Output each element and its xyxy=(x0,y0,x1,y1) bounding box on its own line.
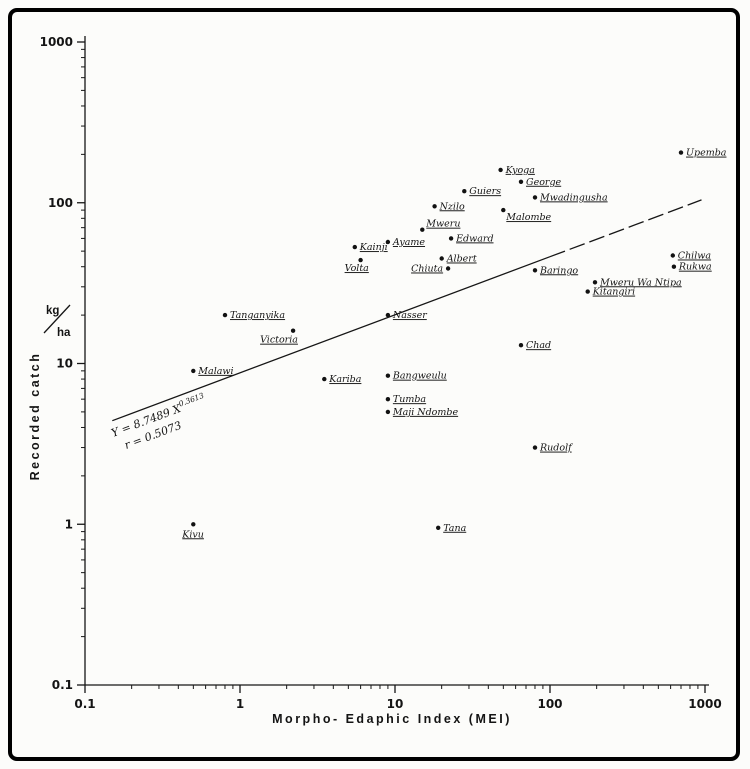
y-tick-label: 0.1 xyxy=(52,678,73,692)
point-label-upemba: Upemba xyxy=(686,148,727,159)
point-label-kyoga: Kyoga xyxy=(505,165,536,176)
data-point-george xyxy=(518,179,524,184)
point-label-mwadingusha: Mwadingusha xyxy=(539,192,608,203)
y-tick-label: 10 xyxy=(56,357,73,371)
x-axis-title: Morpho- Edaphic Index (MEI) xyxy=(272,712,512,726)
point-label-malawi: Malawi xyxy=(197,366,233,377)
data-point-kyoga xyxy=(498,167,503,173)
data-point-tana xyxy=(436,525,441,530)
point-label-ayame: Ayame xyxy=(392,237,426,248)
point-label-rukwa: Rukwa xyxy=(678,262,712,273)
point-label-tumba: Tumba xyxy=(393,394,427,405)
unit-fraction-slash xyxy=(43,304,71,334)
data-point-edward xyxy=(448,236,454,241)
point-label-kivu: Kivu xyxy=(181,529,204,540)
data-point-kainji xyxy=(352,244,357,250)
point-label-volta: Volta xyxy=(345,263,370,274)
point-label-kariba: Kariba xyxy=(328,374,361,385)
point-label-guiers: Guiers xyxy=(469,186,501,197)
data-point-nzilo xyxy=(432,204,437,209)
y-axis-title: Recorded catch xyxy=(28,352,42,481)
regression-equation: Y = 8.7489 X0.3613 r = 0.5073 xyxy=(109,391,205,452)
point-label-malombe: Malombe xyxy=(505,212,551,223)
point-label-albert: Albert xyxy=(446,254,477,265)
point-label-maji-ndombe: Maji Ndombe xyxy=(392,407,459,418)
point-label-chilwa: Chilwa xyxy=(678,251,712,262)
point-label-kainji: Kainji xyxy=(359,242,388,253)
data-point-chad xyxy=(518,343,524,348)
data-point-rudolf xyxy=(532,445,538,450)
data-point-mweru xyxy=(420,227,425,232)
x-tick-label: 100 xyxy=(537,697,562,711)
y-unit-numerator: kg xyxy=(46,305,59,317)
data-point-volta xyxy=(358,257,363,263)
point-label-chad: Chad xyxy=(526,340,551,351)
data-point-albert xyxy=(439,256,444,261)
point-label-bangweulu: Bangweulu xyxy=(392,371,447,382)
y-tick-label: 100 xyxy=(48,196,73,210)
chart-generated-layer: 0.1 1 10 100 1000 1000 100 10 1 0.1 Upemba KyogaGeo… xyxy=(40,35,727,711)
data-point-mwadingusha xyxy=(532,195,538,200)
regression-line xyxy=(112,256,551,422)
data-point-baringo xyxy=(532,268,538,273)
data-point-guiers xyxy=(462,189,467,194)
x-tick-label: 1000 xyxy=(688,697,721,711)
data-point-rukwa xyxy=(671,264,677,269)
y-unit-denominator: ha xyxy=(57,327,71,339)
data-point-kivu xyxy=(191,522,196,527)
point-label-kitangiri: Kitangiri xyxy=(592,287,635,298)
y-tick-label: 1000 xyxy=(40,35,73,49)
point-label-nasser: Nasser xyxy=(392,310,428,321)
data-point-tanganyika xyxy=(222,312,228,318)
point-label-nzilo: Nzilo xyxy=(439,201,465,212)
data-point-upemba xyxy=(678,150,684,155)
figure-frame xyxy=(8,8,740,761)
data-point-bangweulu xyxy=(385,373,391,378)
y-tick-label: 1 xyxy=(65,517,73,531)
data-point-nasser xyxy=(385,312,391,318)
data-point-maji-ndombe xyxy=(385,409,391,415)
point-label-edward: Edward xyxy=(455,233,493,244)
data-point-mweru-wa-ntipa xyxy=(592,280,598,285)
x-tick-label: 1 xyxy=(236,697,244,711)
data-point-chilwa xyxy=(670,253,675,258)
data-point-chiuta xyxy=(445,266,451,271)
y-axis-unit: kg ha xyxy=(43,304,71,339)
regression-line-dashed xyxy=(549,199,702,258)
point-label-mweru-wa-ntipa: Mweru Wa Ntipa xyxy=(599,277,682,288)
x-tick-label: 10 xyxy=(387,697,404,711)
data-point-tumba xyxy=(385,397,391,402)
point-label-mweru: Mweru xyxy=(425,219,460,230)
data-point-victoria xyxy=(290,328,296,333)
y-axis-title-group: Recorded catch xyxy=(28,352,42,481)
x-tick-label: 0.1 xyxy=(74,697,95,711)
data-point-malombe xyxy=(501,207,506,213)
point-label-tanganyika: Tanganyika xyxy=(230,310,285,321)
point-label-george: George xyxy=(526,177,562,188)
data-point-kariba xyxy=(322,376,327,382)
point-label-rudolf: Rudolf xyxy=(539,443,573,454)
point-label-chiuta: Chiuta xyxy=(411,264,443,275)
point-label-baringo: Baringo xyxy=(539,265,578,276)
point-label-victoria: Victoria xyxy=(260,335,298,346)
data-point-ayame xyxy=(385,239,391,245)
data-point-kitangiri xyxy=(585,289,590,294)
data-point-malawi xyxy=(191,368,196,374)
point-label-tana: Tana xyxy=(443,523,466,534)
